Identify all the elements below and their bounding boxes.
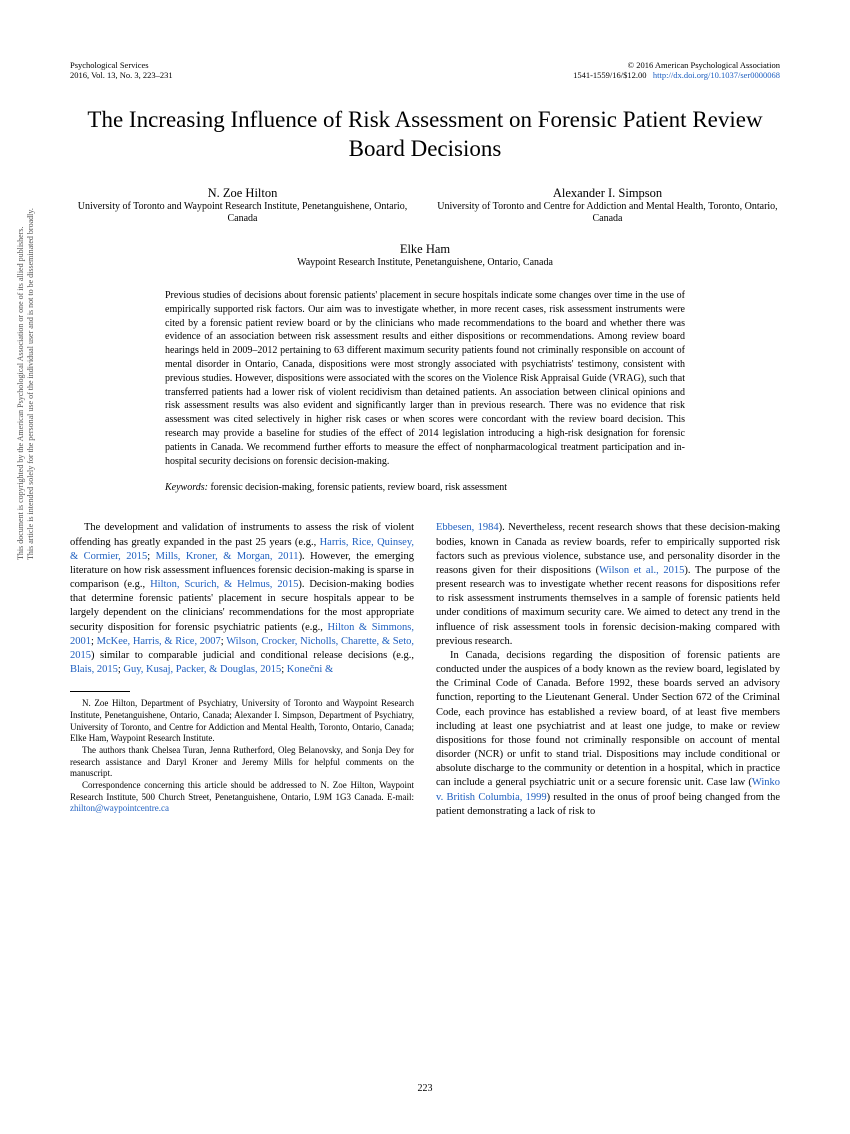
body-columns: The development and validation of instru… xyxy=(70,521,780,819)
left-column: The development and validation of instru… xyxy=(70,521,414,819)
author-block-3: Elke Ham Waypoint Research Institute, Pe… xyxy=(70,242,780,270)
body-paragraph: In Canada, decisions regarding the dispo… xyxy=(436,649,780,819)
author-name: Alexander I. Simpson xyxy=(435,186,780,201)
citation-link[interactable]: Guy, Kusaj, Packer, & Douglas, 2015 xyxy=(123,664,281,675)
author-block-1: N. Zoe Hilton University of Toronto and … xyxy=(70,186,415,226)
author-affil: University of Toronto and Waypoint Resea… xyxy=(70,201,415,226)
body-paragraph: The development and validation of instru… xyxy=(70,521,414,677)
abstract: Previous studies of decisions about fore… xyxy=(165,289,685,468)
body-paragraph: Ebbesen, 1984). Nevertheless, recent res… xyxy=(436,521,780,649)
running-header: Psychological Services 2016, Vol. 13, No… xyxy=(70,60,780,80)
citation-link[interactable]: McKee, Harris, & Rice, 2007 xyxy=(97,636,221,647)
journal-issue: 2016, Vol. 13, No. 3, 223–231 xyxy=(70,70,173,80)
author-block-2: Alexander I. Simpson University of Toron… xyxy=(435,186,780,226)
correspondence-note: Correspondence concerning this article s… xyxy=(70,780,414,815)
page-number: 223 xyxy=(0,1083,850,1094)
article-title: The Increasing Influence of Risk Assessm… xyxy=(80,106,770,164)
right-column: Ebbesen, 1984). Nevertheless, recent res… xyxy=(436,521,780,819)
author-note: N. Zoe Hilton, Department of Psychiatry,… xyxy=(70,698,414,745)
citation-link[interactable]: Konečni & xyxy=(287,664,333,675)
citation-link[interactable]: Blais, 2015 xyxy=(70,664,118,675)
author-affil: Waypoint Research Institute, Penetanguis… xyxy=(70,257,780,270)
header-left: Psychological Services 2016, Vol. 13, No… xyxy=(70,60,173,80)
author-name: N. Zoe Hilton xyxy=(70,186,415,201)
side-notice-line: This document is copyrighted by the Amer… xyxy=(16,208,26,560)
citation-link[interactable]: Hilton, Scurich, & Helmus, 2015 xyxy=(150,579,298,590)
copyright-line: © 2016 American Psychological Associatio… xyxy=(573,60,780,70)
doi-link[interactable]: http://dx.doi.org/10.1037/ser0000068 xyxy=(653,70,780,80)
footnote-separator xyxy=(70,691,130,692)
issn-doi-line: 1541-1559/16/$12.00 http://dx.doi.org/10… xyxy=(573,70,780,80)
citation-link[interactable]: Mills, Kroner, & Morgan, 2011 xyxy=(156,551,299,562)
citation-link[interactable]: Ebbesen, 1984 xyxy=(436,522,499,533)
correspondence-email[interactable]: zhilton@waypointcentre.ca xyxy=(70,803,169,813)
author-affil: University of Toronto and Centre for Add… xyxy=(435,201,780,226)
header-right: © 2016 American Psychological Associatio… xyxy=(573,60,780,80)
acknowledgments: The authors thank Chelsea Turan, Jenna R… xyxy=(70,745,414,780)
author-name: Elke Ham xyxy=(70,242,780,257)
keywords-label: Keywords: xyxy=(165,482,208,493)
keywords-text: forensic decision-making, forensic patie… xyxy=(210,482,507,493)
copyright-side-notice: This document is copyrighted by the Amer… xyxy=(16,208,36,560)
issn-price: 1541-1559/16/$12.00 xyxy=(573,70,646,80)
journal-name: Psychological Services xyxy=(70,60,173,70)
side-notice-line: This article is intended solely for the … xyxy=(26,208,36,560)
keywords-line: Keywords: forensic decision-making, fore… xyxy=(165,482,685,493)
citation-link[interactable]: Wilson et al., 2015 xyxy=(599,565,684,576)
authors-row: N. Zoe Hilton University of Toronto and … xyxy=(70,186,780,226)
